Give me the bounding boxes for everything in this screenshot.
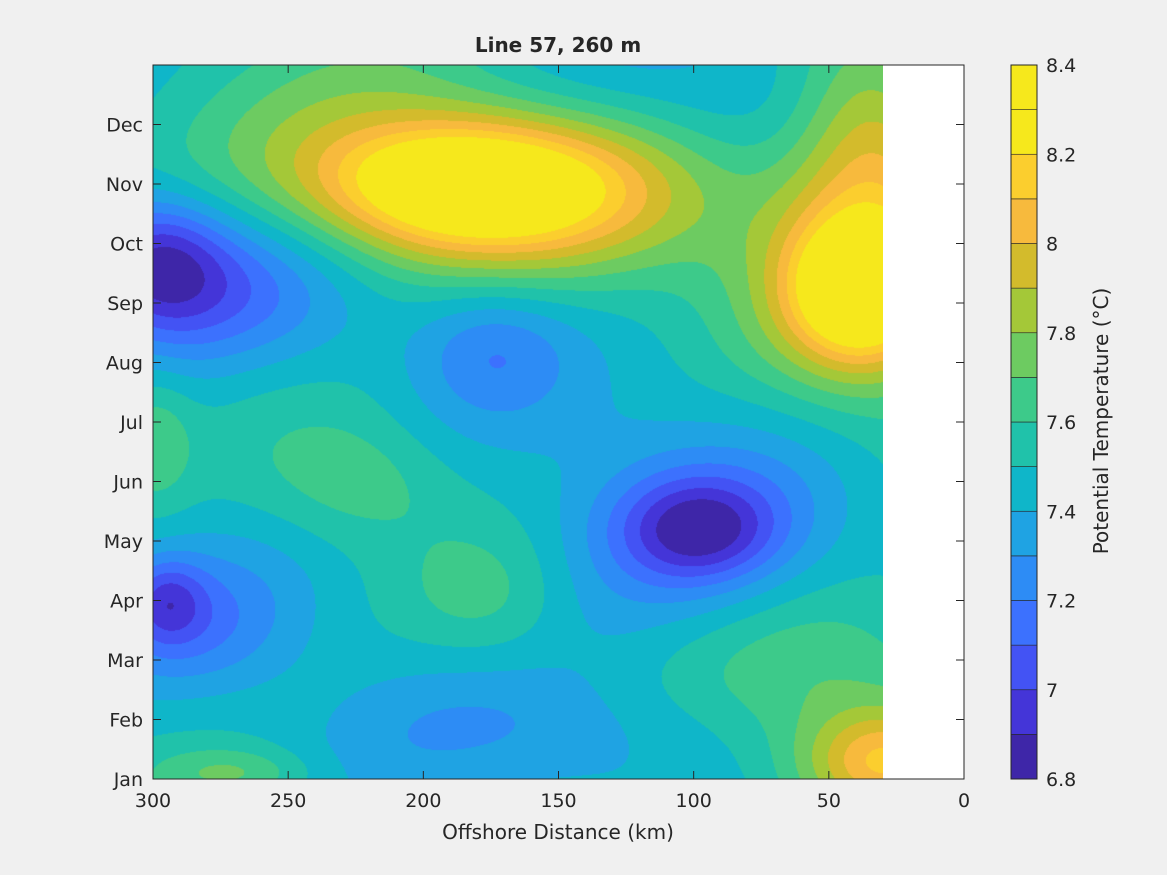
y-axis: Jan Feb Mar Apr May Jun Jul Aug Sep Oct Nov Dec — [104, 115, 964, 791]
colorbar-label: Potential Temperature (°C) — [1089, 288, 1113, 555]
colorbar-tick-label: 6.8 — [1046, 769, 1076, 791]
colorbar-tick-label: 8 — [1046, 234, 1058, 256]
colorbar-segment — [1010, 644, 1038, 691]
colorbar-segment — [1010, 600, 1038, 646]
chart-title: Line 57, 260 m — [475, 33, 641, 57]
colorbar-segment — [1010, 377, 1038, 423]
x-tick-label: 300 — [135, 790, 171, 812]
colorbar-tick-label: 8.2 — [1046, 144, 1076, 166]
x-axis: 300 250 200 150 100 50 0 — [135, 65, 970, 812]
colorbar-tick-label: 8.4 — [1046, 55, 1076, 77]
colorbar: 6.8 7 7.2 7.4 7.6 7.8 8 8.2 8.4 — [1010, 55, 1076, 791]
y-tick-label: Jun — [112, 472, 143, 494]
colorbar-segment — [1010, 153, 1038, 200]
y-tick-label: Mar — [107, 650, 143, 672]
y-tick-label: Jan — [113, 769, 143, 791]
y-tick-label: Apr — [110, 591, 143, 613]
y-tick-label: May — [104, 531, 143, 553]
colorbar-segment — [1010, 466, 1038, 512]
colorbar-segment — [1010, 510, 1038, 557]
x-axis-label: Offshore Distance (km) — [442, 820, 674, 844]
x-tick-label: 100 — [676, 790, 712, 812]
x-tick-label: 150 — [540, 790, 576, 812]
y-tick-label: Oct — [110, 234, 143, 256]
colorbar-segment — [1010, 421, 1038, 467]
colorbar-tick-label: 7.2 — [1046, 591, 1076, 613]
x-tick-label: 200 — [405, 790, 441, 812]
colorbar-segment — [1010, 109, 1038, 155]
x-tick-label: 0 — [958, 790, 970, 812]
colorbar-segment — [1010, 243, 1038, 289]
colorbar-segment — [1010, 555, 1038, 601]
y-tick-label: Feb — [109, 710, 143, 732]
y-tick-label: Sep — [107, 293, 143, 315]
colorbar-tick-label: 7 — [1046, 680, 1058, 702]
colorbar-tick-label: 7.6 — [1046, 412, 1076, 434]
colorbar-segment — [1010, 689, 1038, 735]
colorbar-segment — [1010, 734, 1038, 780]
colorbar-segment — [1010, 287, 1038, 334]
contour-plot-area — [152, 64, 965, 780]
y-tick-label: Jul — [119, 412, 143, 434]
y-tick-label: Aug — [106, 353, 143, 375]
y-tick-label: Nov — [106, 174, 143, 196]
colorbar-frame — [1010, 64, 1038, 780]
x-tick-label: 250 — [270, 790, 306, 812]
contour-field — [153, 65, 883, 779]
colorbar-tick-label: 7.4 — [1046, 501, 1076, 523]
colorbar-tick-label: 7.8 — [1046, 323, 1076, 345]
colorbar-segment — [1010, 198, 1038, 244]
colorbar-segment — [1010, 64, 1038, 110]
colorbar-segment — [1010, 332, 1038, 378]
y-tick-label: Dec — [106, 115, 143, 137]
x-tick-label: 50 — [817, 790, 841, 812]
